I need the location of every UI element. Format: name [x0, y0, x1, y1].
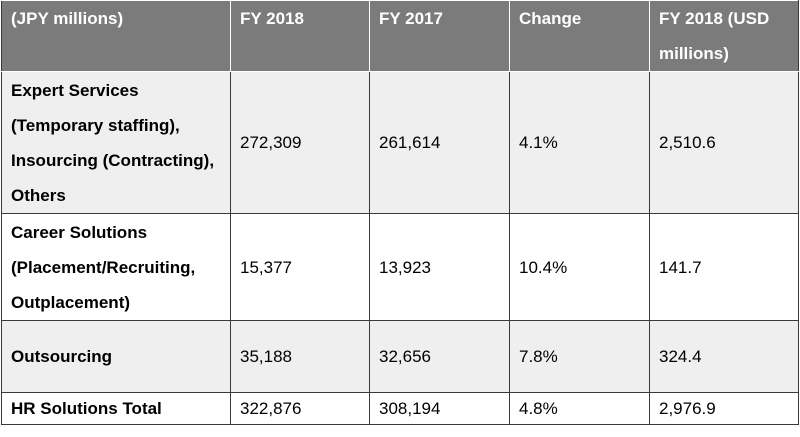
cell-fy2017: 13,923: [369, 213, 510, 321]
cell-usd: 141.7: [649, 213, 799, 321]
cell-change: 7.8%: [509, 320, 650, 393]
cell-usd: 2,976.9: [649, 392, 799, 425]
row-label: Career Solutions (Placement/Recruiting, …: [1, 213, 231, 321]
cell-usd: 324.4: [649, 320, 799, 393]
row-label: Expert Services (Temporary staffing), In…: [1, 71, 231, 214]
cell-usd: 2,510.6: [649, 71, 799, 214]
row-label: Outsourcing: [1, 320, 231, 393]
header-row: (JPY millions) FY 2018 FY 2017 Change FY…: [1, 0, 799, 72]
cell-fy2017: 32,656: [369, 320, 510, 393]
header-fy2018: FY 2018: [230, 0, 370, 72]
cell-change: 10.4%: [509, 213, 650, 321]
cell-change: 4.1%: [509, 71, 650, 214]
header-unit: (JPY millions): [1, 0, 231, 72]
header-fy2017: FY 2017: [369, 0, 510, 72]
table-row: Expert Services (Temporary staffing), In…: [1, 71, 799, 214]
row-label: HR Solutions Total: [1, 392, 231, 425]
cell-fy2017: 308,194: [369, 392, 510, 425]
cell-change: 4.8%: [509, 392, 650, 425]
cell-fy2018: 272,309: [230, 71, 370, 214]
cell-fy2018: 322,876: [230, 392, 370, 425]
table-row: Career Solutions (Placement/Recruiting, …: [1, 213, 799, 321]
header-fy2018-usd: FY 2018 (USD millions): [649, 0, 799, 72]
header-change: Change: [509, 0, 650, 72]
table-row: Outsourcing 35,188 32,656 7.8% 324.4: [1, 320, 799, 393]
cell-fy2017: 261,614: [369, 71, 510, 214]
table-row-total: HR Solutions Total 322,876 308,194 4.8% …: [1, 392, 799, 425]
cell-fy2018: 15,377: [230, 213, 370, 321]
hr-solutions-table: (JPY millions) FY 2018 FY 2017 Change FY…: [1, 0, 799, 425]
cell-fy2018: 35,188: [230, 320, 370, 393]
